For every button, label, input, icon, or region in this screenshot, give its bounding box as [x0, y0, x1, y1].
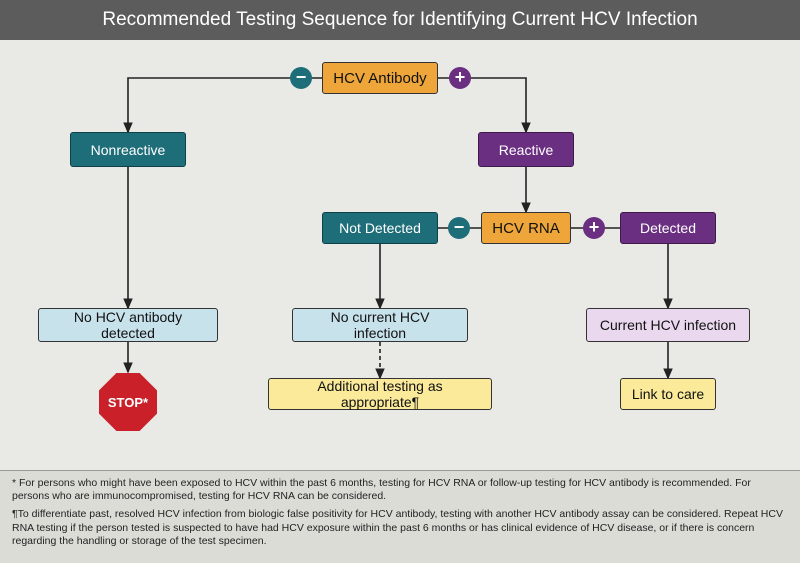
node-additional-testing: Additional testing as appropriate¶ — [268, 378, 492, 410]
node-no-antibody: No HCV antibody detected — [38, 308, 218, 342]
node-no-infection: No current HCV infection — [292, 308, 468, 342]
footnote-asterisk: * For persons who might have been expose… — [12, 477, 788, 504]
footnote-pilcrow: ¶To differentiate past, resolved HCV inf… — [12, 508, 788, 549]
stop-sign: STOP* — [99, 373, 157, 431]
node-hcv-rna: HCV RNA — [481, 212, 571, 244]
page-title: Recommended Testing Sequence for Identif… — [0, 0, 800, 40]
footnotes: * For persons who might have been expose… — [0, 470, 800, 563]
node-current-infection: Current HCV infection — [586, 308, 750, 342]
node-hcv-antibody: HCV Antibody — [322, 62, 438, 94]
minus-icon: − — [448, 217, 470, 239]
minus-icon: − — [290, 67, 312, 89]
plus-icon: + — [583, 217, 605, 239]
node-reactive: Reactive — [478, 132, 574, 167]
flowchart-canvas: HCV Antibody Nonreactive Reactive HCV RN… — [0, 40, 800, 480]
node-nonreactive: Nonreactive — [70, 132, 186, 167]
node-not-detected: Not Detected — [322, 212, 438, 244]
node-detected: Detected — [620, 212, 716, 244]
node-link-to-care: Link to care — [620, 378, 716, 410]
plus-icon: + — [449, 67, 471, 89]
